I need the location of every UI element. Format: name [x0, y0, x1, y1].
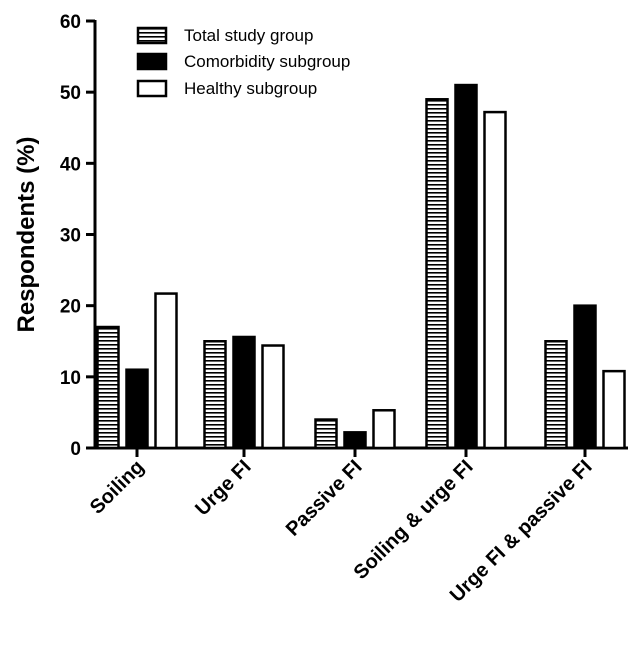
- x-tick-label-soiling: Soiling: [86, 456, 149, 519]
- bar-soiling-healthy-subgroup: [154, 292, 178, 450]
- bar-urge-fi-and-passive-fi-comorbidity-subgroup: [573, 304, 597, 450]
- legend-label-healthy-subgroup: Healthy subgroup: [184, 79, 317, 98]
- y-tick-label: 0: [70, 439, 81, 460]
- bar-urge-fi-healthy-subgroup: [261, 344, 285, 450]
- legend-swatch-comorbidity-subgroup: [136, 52, 168, 71]
- y-tick-label: 50: [60, 83, 81, 104]
- y-tick-label: 60: [60, 12, 81, 33]
- y-tick-label: 10: [60, 368, 81, 389]
- y-tick-label: 40: [60, 154, 81, 175]
- bar-urge-fi-total-study-group: [203, 340, 227, 450]
- legend-label-comorbidity-subgroup: Comorbidity subgroup: [184, 52, 350, 71]
- y-tick-label: 30: [60, 226, 81, 247]
- y-tick-label: 20: [60, 297, 81, 318]
- y-axis-title: Respondents (%): [13, 136, 40, 332]
- bar-soiling-comorbidity-subgroup: [125, 368, 149, 450]
- bars: [96, 83, 626, 450]
- bar-urge-fi-comorbidity-subgroup: [232, 335, 256, 450]
- bar-urge-fi-and-passive-fi-healthy-subgroup: [602, 369, 626, 450]
- x-tick-label-soiling-and-urge-fi: Soiling & urge FI: [350, 456, 478, 584]
- bar-soiling-and-urge-fi-healthy-subgroup: [483, 110, 507, 450]
- legend: Total study group Comorbidity subgroup Hea…: [136, 26, 350, 98]
- legend-swatch-healthy-subgroup: [136, 79, 168, 98]
- legend-swatch-total-study-group: [136, 26, 168, 45]
- x-tick-label-passive-fi: Passive FI: [282, 456, 367, 541]
- bar-urge-fi-and-passive-fi-total-study-group: [544, 340, 568, 450]
- legend-label-total-study-group: Total study group: [184, 26, 313, 45]
- axes: [86, 19, 628, 457]
- bar-passive-fi-comorbidity-subgroup: [343, 431, 367, 450]
- x-tick-label-urge-fi: Urge FI: [191, 456, 255, 520]
- bar-passive-fi-total-study-group: [314, 418, 338, 450]
- bar-soiling-and-urge-fi-comorbidity-subgroup: [454, 83, 478, 450]
- axis-labels: 0 10 20 30 40 50 60 Respondents (%) Soiling Urge …: [13, 12, 597, 607]
- bar-soiling-total-study-group: [96, 325, 120, 450]
- bar-soiling-and-urge-fi-total-study-group: [425, 98, 449, 450]
- bar-passive-fi-healthy-subgroup: [372, 409, 396, 450]
